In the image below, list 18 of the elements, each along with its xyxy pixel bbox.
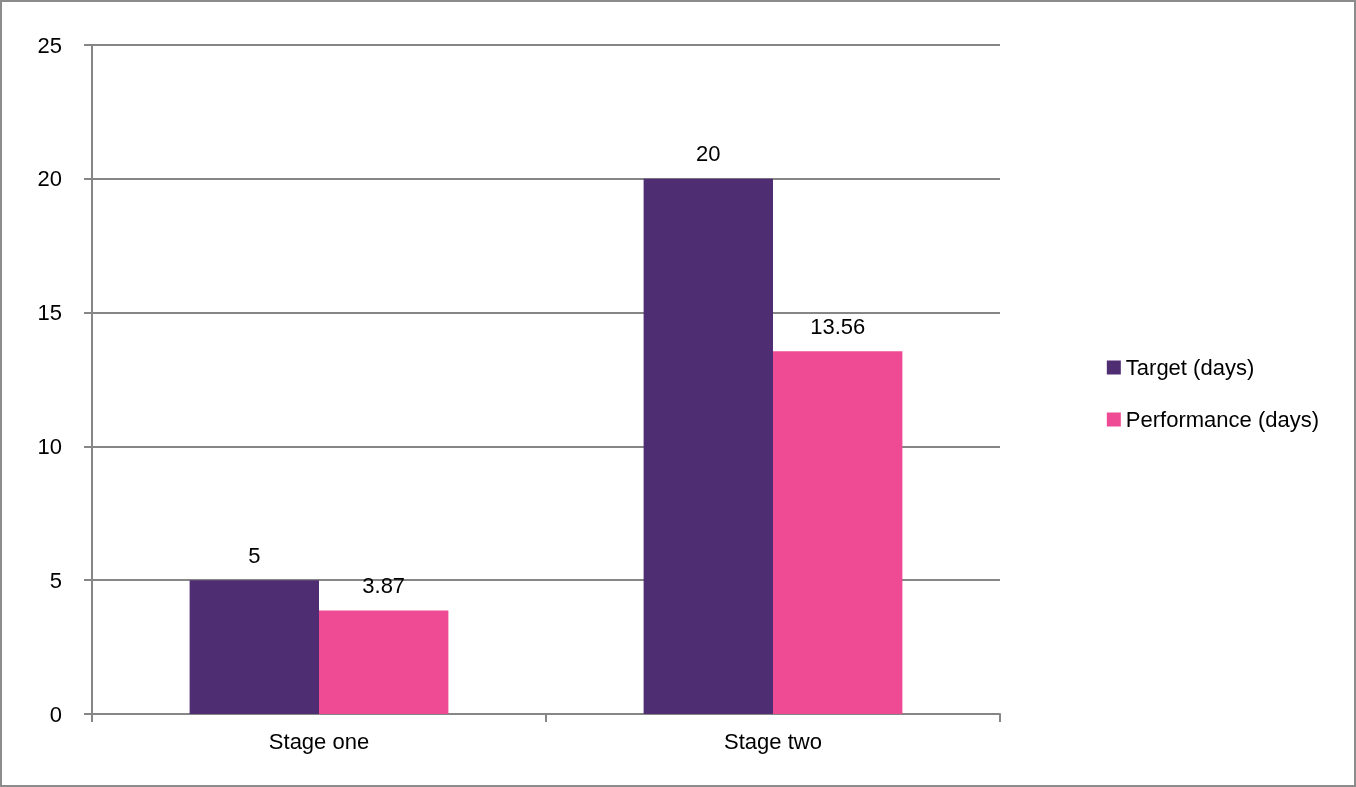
data-label: 13.56 (810, 313, 866, 339)
y-tick-label: 25 (37, 32, 62, 58)
y-tick-label: 10 (37, 433, 62, 459)
bar (319, 610, 449, 714)
legend-label: Performance (days) (1125, 407, 1320, 432)
x-tick-label: Stage two (724, 728, 822, 754)
y-tick-label: 20 (37, 166, 62, 192)
y-tick-label: 0 (49, 701, 62, 727)
legend-label: Target (days) (1125, 355, 1255, 380)
y-tick-label: 5 (49, 567, 62, 593)
data-label: 20 (696, 141, 721, 167)
y-tick-label: 15 (37, 300, 62, 326)
data-label: 3.87 (362, 572, 406, 598)
bar (643, 178, 773, 714)
bar (773, 351, 903, 714)
data-label: 5 (248, 542, 261, 568)
bar (189, 580, 319, 714)
x-tick-label: Stage one (268, 728, 370, 754)
